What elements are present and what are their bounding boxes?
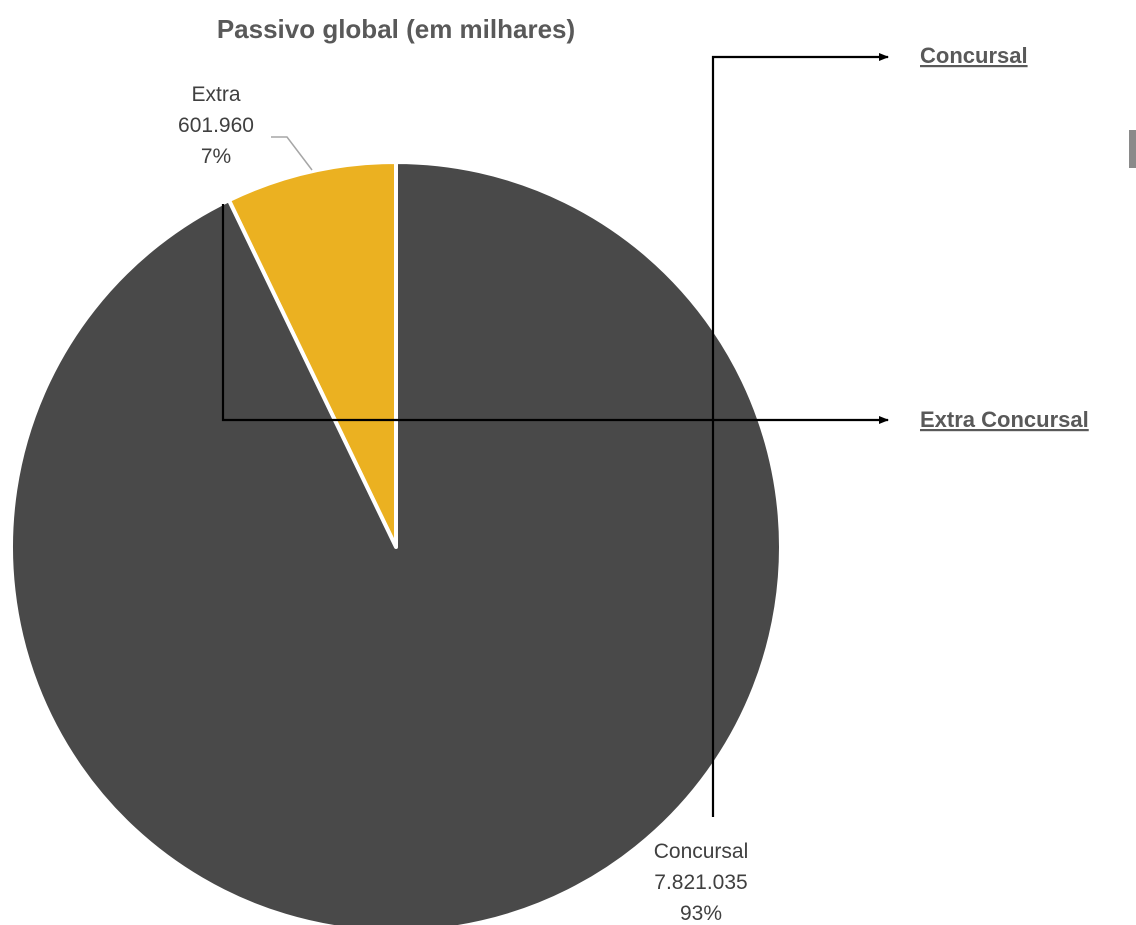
pie-slices <box>9 160 783 925</box>
chart-title: Passivo global (em milhares) <box>217 14 575 44</box>
extra-leader-line <box>271 136 313 171</box>
concursal-value-label: 7.821.035 <box>654 871 747 894</box>
scrollbar-thumb[interactable] <box>1129 130 1136 168</box>
extra-percent-label: 7% <box>201 145 231 168</box>
extra-concursal-link[interactable]: Extra Concursal <box>920 407 1089 432</box>
concursal-link[interactable]: Concursal <box>920 43 1028 68</box>
pie-slice-extra <box>226 160 398 549</box>
extra-concursal-connector-arrow <box>221 204 889 424</box>
extra-value-label: 601.960 <box>178 114 254 137</box>
concursal-connector-arrow <box>711 53 889 817</box>
concursal-name-label: Concursal <box>654 840 749 863</box>
concursal-percent-label: 93% <box>680 902 722 925</box>
extra-name-label: Extra <box>191 83 240 106</box>
pie-slice-concursal <box>9 160 783 925</box>
